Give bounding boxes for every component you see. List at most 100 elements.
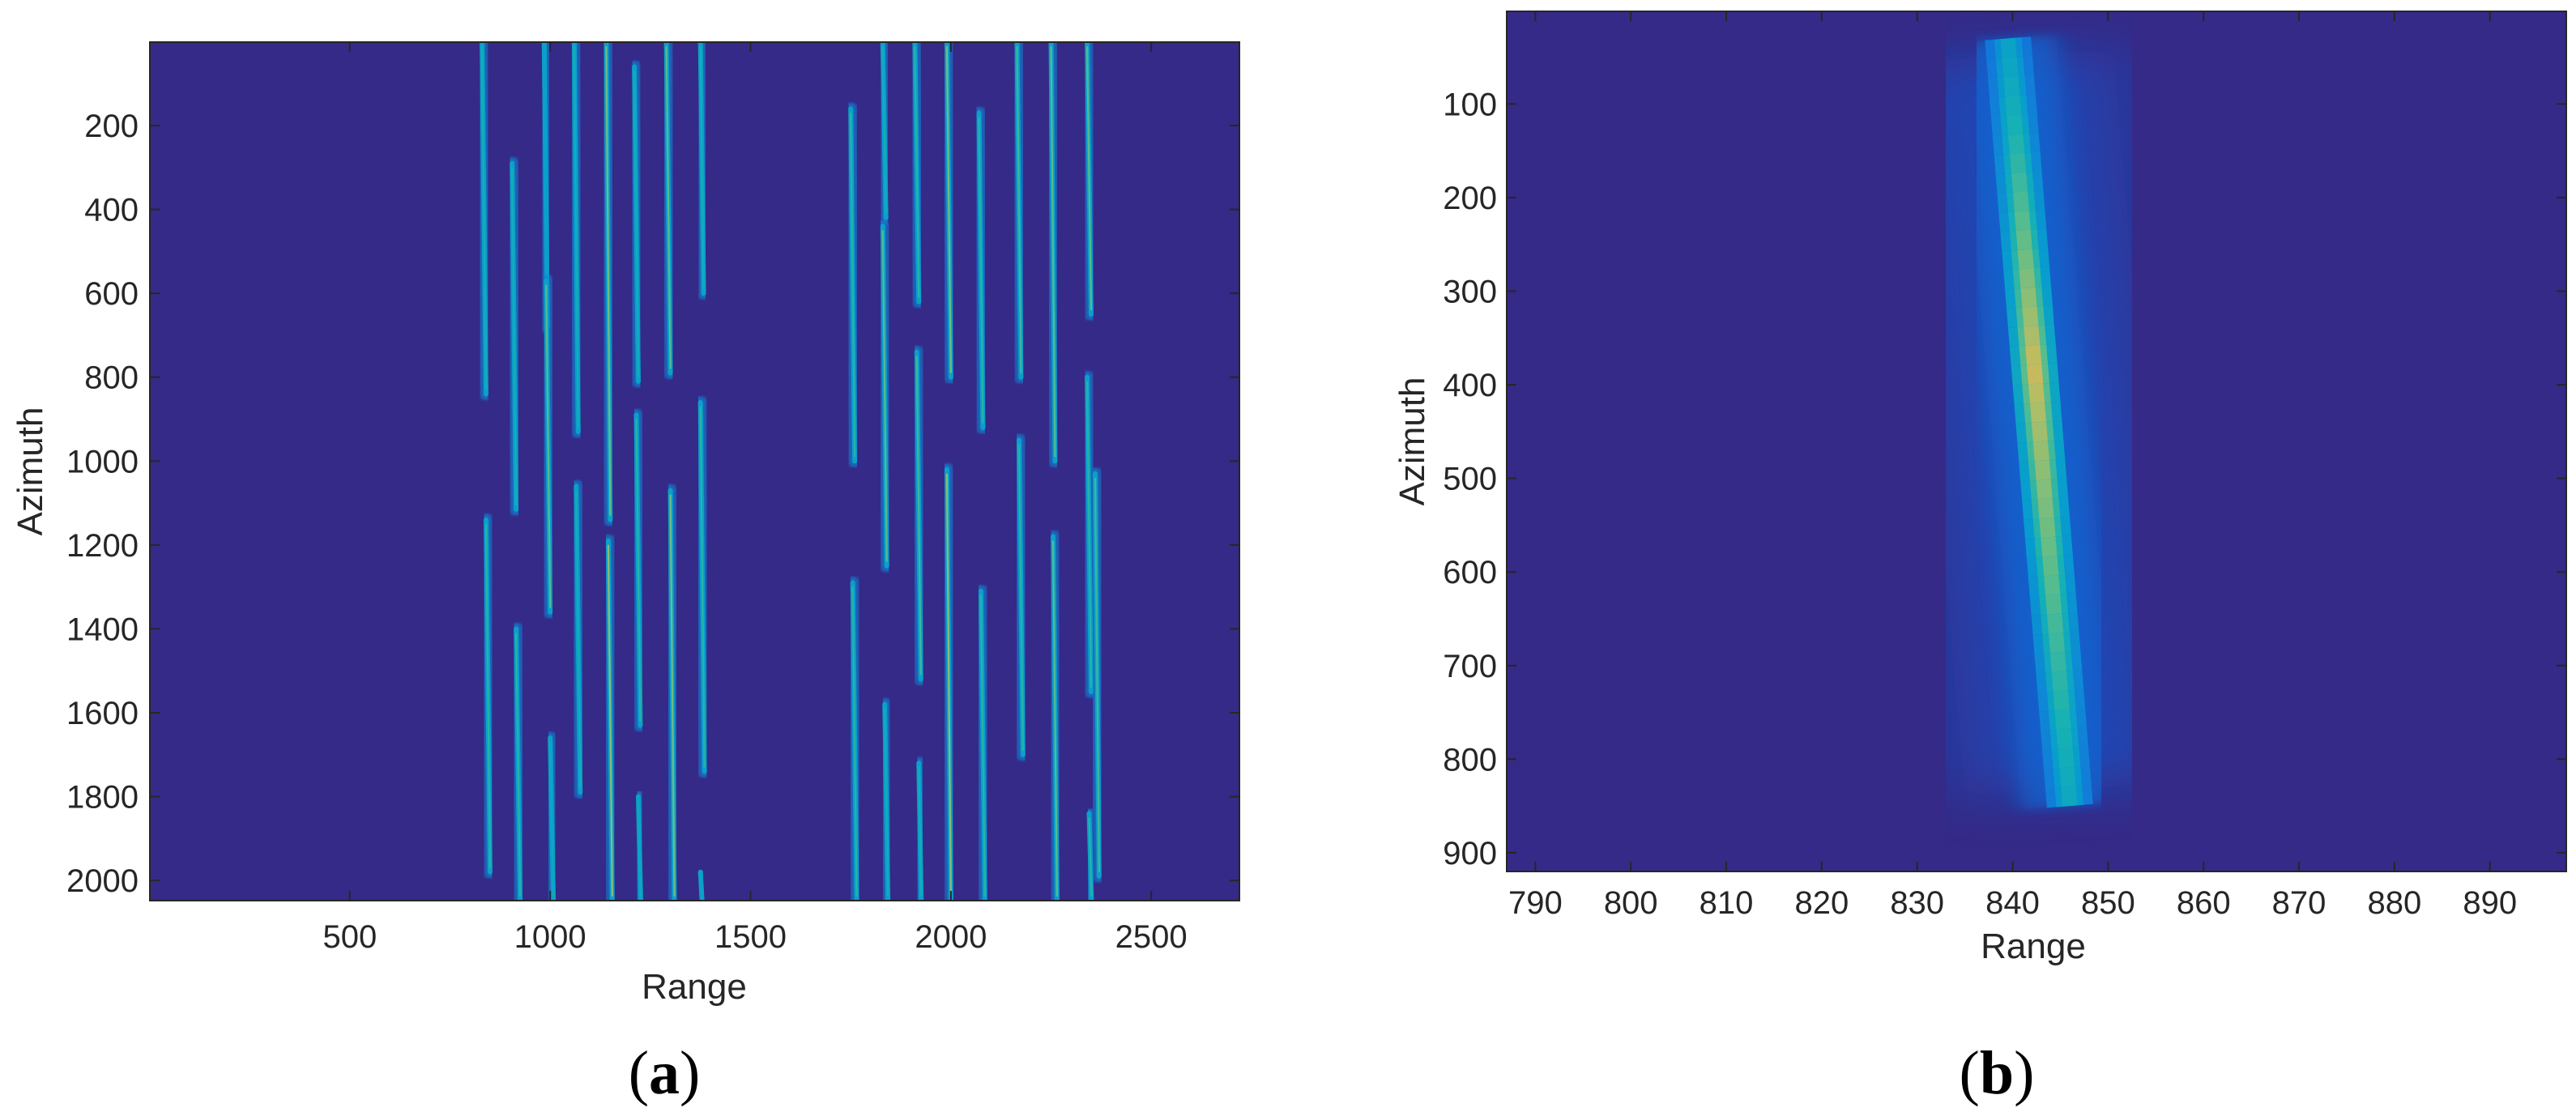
ridge-core-segment [2008, 134, 2025, 155]
y-ticks-b: 100 200 300 400 500 600 700 800 900 [1443, 87, 2566, 871]
ridge-core-segment [2056, 728, 2073, 749]
trace-core-7 [573, 45, 579, 428]
chart-panel-a: 500 1000 1500 2000 2500 200 400 600 800 1000 1200… [11, 41, 1240, 1107]
x-tick-label: 840 [1985, 885, 2040, 921]
trace-core-0 [480, 45, 488, 390]
trace-core-33 [1050, 45, 1056, 458]
ridge-core-segment [2059, 766, 2076, 788]
trace-core-3 [515, 633, 522, 897]
x-tick-label: 870 [2272, 885, 2327, 921]
y-tick-label: 1800 [66, 780, 139, 816]
ridge-core-segment [2051, 671, 2068, 692]
trace-core-13 [637, 800, 642, 897]
trace-core-17 [699, 406, 706, 768]
ridge-core-segment [2017, 249, 2034, 270]
ridge-core-segment [2049, 651, 2066, 673]
trace-core-32 [1017, 444, 1024, 751]
trace-core-34 [1051, 540, 1059, 897]
y-tick-label: 600 [84, 276, 139, 312]
y-tick-label: 1200 [66, 528, 139, 564]
trace-core-30 [979, 594, 986, 897]
y-axis-title-b: Azimuth [1392, 377, 1432, 506]
ridge-core-segment [2000, 37, 2017, 58]
y-tick-label: 200 [84, 109, 139, 144]
panel-label-a: a [649, 1039, 680, 1107]
x-ticks-a: 500 1000 1500 2000 2500 [322, 42, 1188, 955]
x-tick-label: 1000 [514, 919, 586, 955]
x-tick-label: 790 [1508, 885, 1563, 921]
ridge-core-segment [2031, 421, 2048, 442]
y-tick-label: 500 [1443, 462, 1497, 497]
x-tick-label: 820 [1794, 885, 1849, 921]
y-tick-label: 800 [1443, 742, 1497, 778]
ridge-core-segment [2027, 364, 2044, 385]
y-ticks-a: 200 400 600 800 1000 1200 1400 1600 1800 2000 [66, 109, 1239, 899]
trace-core-25 [915, 356, 922, 675]
y-tick-label: 1600 [66, 696, 139, 731]
ridge-core-segment [2044, 575, 2061, 596]
trace-core-20 [851, 586, 858, 897]
ridge-core-segment [2002, 57, 2019, 78]
trace-core-5 [545, 284, 552, 608]
axes-frame-a [149, 41, 1240, 901]
trace-core-1 [484, 523, 492, 868]
ridge-core-segment [2045, 594, 2062, 615]
ridge-core-segment [2007, 114, 2024, 135]
trace-core-37 [1088, 817, 1093, 897]
trace-core-9 [605, 45, 612, 516]
x-tick-label: 800 [1604, 885, 1658, 921]
x-tick-label: 2500 [1115, 919, 1188, 955]
ridge-core-segment [2036, 479, 2053, 500]
y-tick-label: 300 [1443, 275, 1497, 310]
ridge-core-segment [2019, 268, 2036, 289]
x-axis-title-a: Range [642, 967, 747, 1007]
x-axis-title-b: Range [1981, 927, 2086, 966]
x-tick-label: 500 [322, 919, 377, 955]
trace-core-10 [607, 544, 613, 897]
trace-core-35 [1085, 45, 1093, 311]
x-tick-label: 830 [1890, 885, 1944, 921]
ridge-core-segment [2061, 786, 2078, 807]
x-tick-label: 2000 [915, 919, 987, 955]
x-tick-label: 860 [2177, 885, 2231, 921]
panel-caption-a: (a) [629, 1039, 701, 1107]
y-tick-label: 1000 [66, 444, 139, 479]
ridge-core-segment [2014, 210, 2031, 232]
x-tick-label: 1500 [714, 919, 787, 955]
trace-core-26 [918, 767, 923, 897]
trace-core-29 [978, 117, 984, 424]
y-tick-label: 900 [1443, 836, 1497, 871]
trace-core-19 [850, 113, 856, 458]
ridge-core-segment [2037, 498, 2054, 519]
x-tick-label: 880 [2368, 885, 2422, 921]
trace-core-14 [665, 45, 672, 369]
panel-label-b: b [1980, 1039, 2014, 1107]
trace-core-11 [633, 70, 640, 378]
trace-core-38 [1094, 477, 1100, 873]
x-ticks-b: 790 800 810 820 830 840 850 860 870 880 890 [1508, 11, 2517, 921]
trace-core-15 [669, 494, 676, 897]
ridge-core-segment [2028, 383, 2045, 404]
ridge-core-segment [2029, 402, 2046, 424]
ridge-core-segment [2058, 748, 2075, 769]
ridge-core-segment [2054, 709, 2071, 731]
y-tick-label: 400 [84, 193, 139, 228]
ridge-core-segment [2005, 95, 2022, 117]
ridge-core-segment [2047, 613, 2064, 634]
trace-core-31 [1016, 45, 1022, 373]
y-tick-label: 800 [84, 360, 139, 396]
chart-panel-b: 790 800 810 820 830 840 850 860 870 880 890 100 200… [1392, 11, 2567, 1107]
heatmap-background-a [150, 42, 1239, 901]
ridge-core-segment [2053, 690, 2070, 711]
trace-core-22 [881, 230, 888, 562]
y-tick-label: 400 [1443, 368, 1497, 403]
y-tick-label: 200 [1443, 181, 1497, 216]
trace-core-28 [945, 473, 952, 897]
trace-core-27 [945, 45, 952, 373]
trace-core-6 [549, 741, 555, 897]
axes-frame-b [1506, 11, 2567, 872]
ridge-core-segment [2032, 441, 2049, 462]
y-tick-label: 100 [1443, 87, 1497, 122]
ridge-core-segment [2024, 326, 2041, 347]
